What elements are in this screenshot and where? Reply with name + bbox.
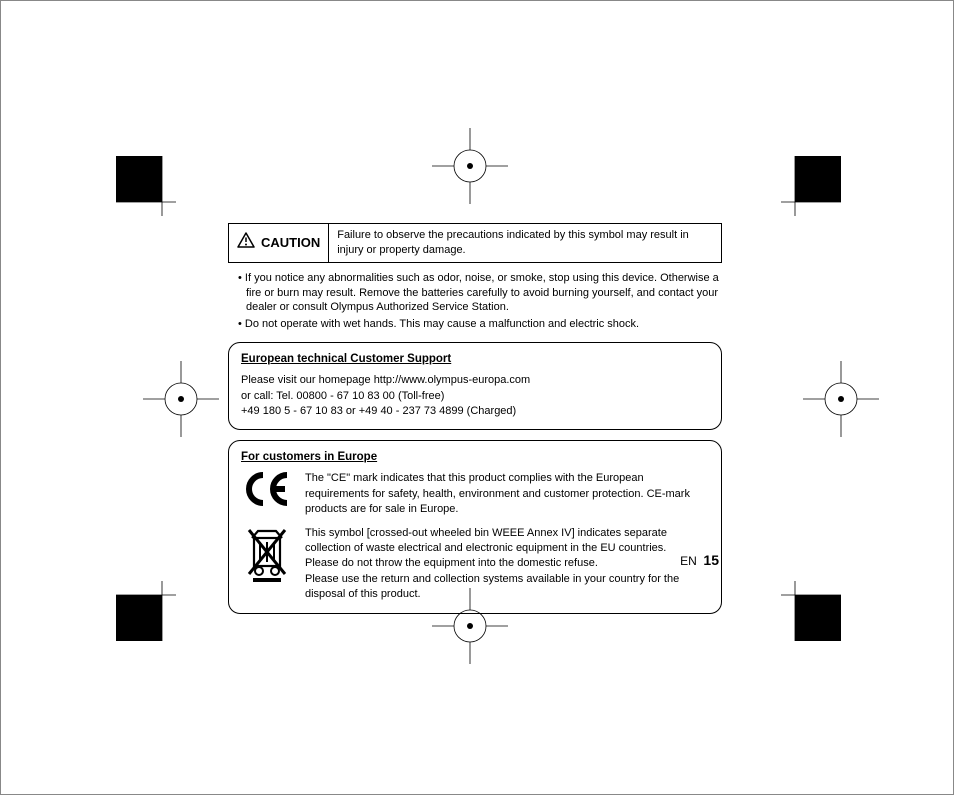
cropmark-bl	[116, 561, 196, 646]
page-no: 15	[703, 552, 719, 568]
caution-box: CAUTION Failure to observe the precautio…	[228, 223, 722, 263]
content-area: CAUTION Failure to observe the precautio…	[228, 223, 722, 614]
regmark-left	[146, 364, 216, 434]
europe-title: For customers in Europe	[241, 449, 709, 465]
support-line: or call: Tel. 00800 - 67 10 83 00 (Toll-…	[241, 389, 709, 404]
page-frame: CAUTION Failure to observe the precautio…	[0, 0, 954, 795]
ce-text: The "CE" mark indicates that this produc…	[305, 471, 709, 517]
caution-bullets: If you notice any abnormalities such as …	[228, 271, 722, 332]
cropmark-tr	[761, 156, 841, 241]
weee-row: This symbol [crossed-out wheeled bin WEE…	[241, 526, 709, 603]
support-title: European technical Customer Support	[241, 351, 709, 367]
support-line: +49 180 5 - 67 10 83 or +49 40 - 237 73 …	[241, 404, 709, 419]
page-number: EN 15	[680, 552, 719, 568]
caution-header: CAUTION	[229, 224, 329, 262]
europe-box: For customers in Europe The "CE" mark in…	[228, 440, 722, 613]
weee-line: Please use the return and collection sys…	[305, 572, 709, 603]
ce-row: The "CE" mark indicates that this produc…	[241, 471, 709, 517]
caution-label: CAUTION	[261, 235, 320, 250]
weee-bin-icon	[241, 526, 293, 603]
weee-text: This symbol [crossed-out wheeled bin WEE…	[305, 526, 709, 603]
bullet-item: If you notice any abnormalities such as …	[234, 271, 722, 316]
ce-mark-icon	[241, 471, 293, 517]
regmark-right	[806, 364, 876, 434]
page-lang: EN	[680, 554, 697, 568]
warning-icon	[237, 232, 255, 253]
cropmark-br	[761, 561, 841, 646]
cropmark-tl	[116, 156, 196, 241]
regmark-top	[435, 131, 505, 201]
support-line: Please visit our homepage http://www.oly…	[241, 373, 709, 388]
support-box: European technical Customer Support Plea…	[228, 342, 722, 430]
caution-text: Failure to observe the precautions indic…	[329, 224, 721, 262]
weee-line: This symbol [crossed-out wheeled bin WEE…	[305, 526, 709, 557]
weee-line: Please do not throw the equipment into t…	[305, 556, 709, 571]
bullet-item: Do not operate with wet hands. This may …	[234, 317, 722, 332]
